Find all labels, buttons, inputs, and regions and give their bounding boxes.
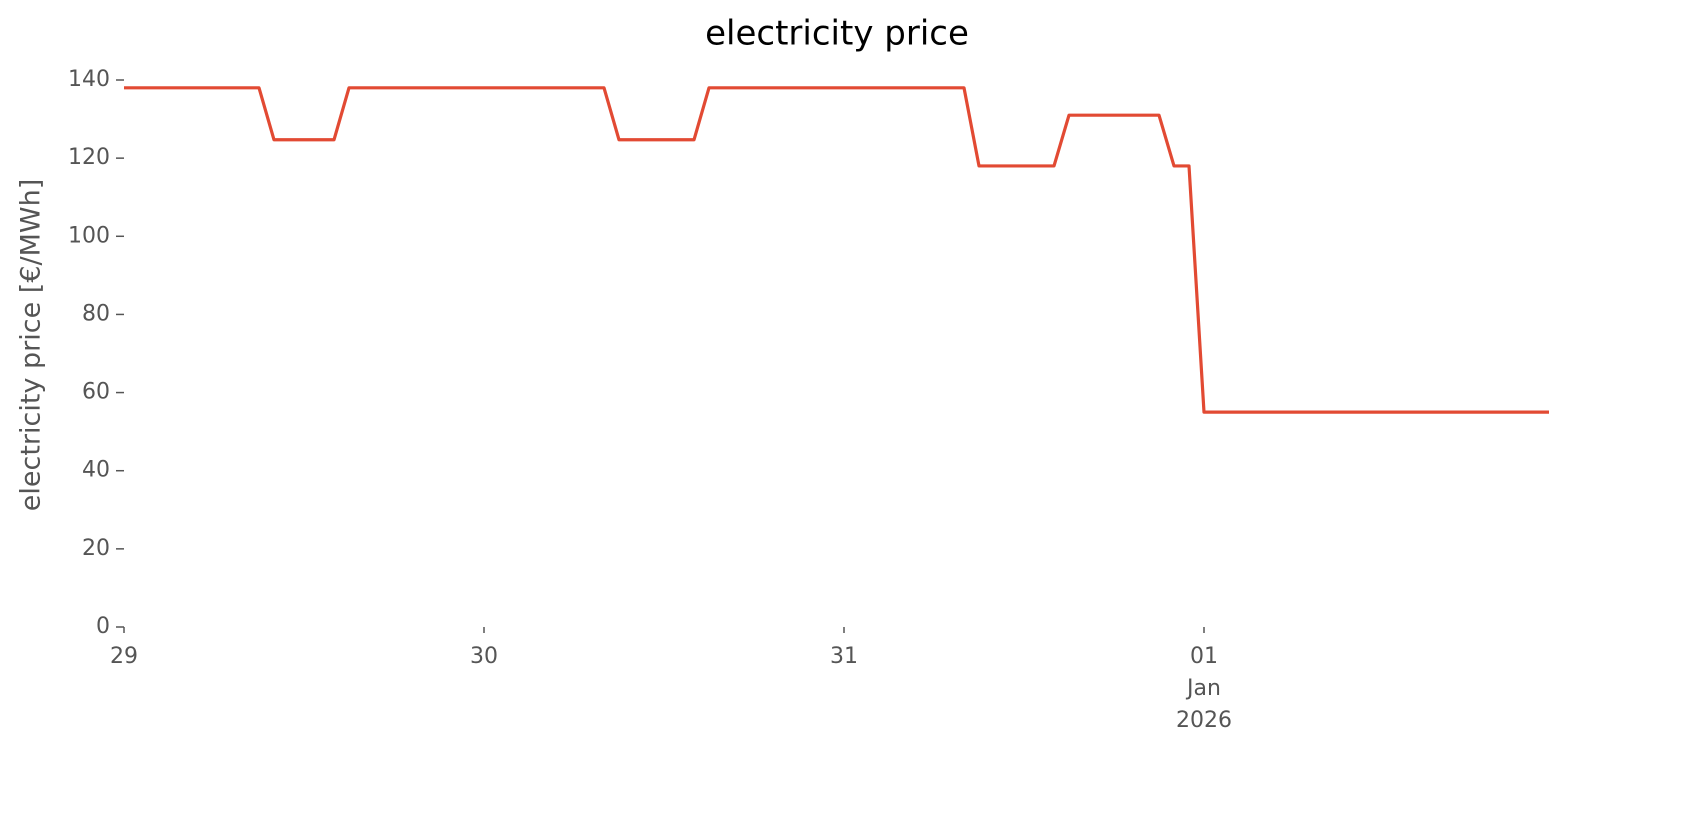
y-tick-label: 60	[82, 380, 110, 405]
y-tick-label: 40	[82, 458, 110, 483]
y-tick-label: 120	[68, 145, 110, 170]
y-tick-label: 140	[68, 67, 110, 92]
price-line	[124, 86, 1549, 414]
y-tick-label: 100	[68, 223, 110, 248]
x-tick-label: 01 Jan 2026	[1176, 644, 1232, 733]
chart-title: electricity price	[705, 14, 969, 54]
x-tick-label: 31	[830, 644, 858, 669]
y-tick-label: 80	[82, 301, 110, 326]
y-axis-label: electricity price [€/MWh]	[16, 179, 47, 511]
x-tick-label: 30	[470, 644, 498, 669]
y-tick-label: 20	[82, 536, 110, 561]
y-tick-label: 0	[96, 614, 110, 639]
x-tick-label: 29	[110, 644, 138, 669]
